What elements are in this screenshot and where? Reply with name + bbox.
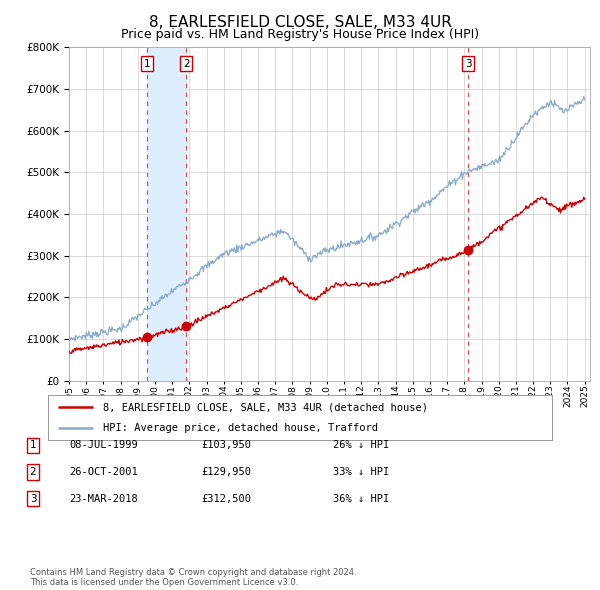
Text: 1: 1 — [143, 59, 150, 69]
Text: 23-MAR-2018: 23-MAR-2018 — [69, 494, 138, 503]
Bar — [147, 47, 186, 381]
Text: 2: 2 — [183, 59, 190, 69]
Text: 08-JUL-1999: 08-JUL-1999 — [69, 441, 138, 450]
Text: £103,950: £103,950 — [201, 441, 251, 450]
Text: 36% ↓ HPI: 36% ↓ HPI — [333, 494, 389, 503]
Text: 8, EARLESFIELD CLOSE, SALE, M33 4UR (detached house): 8, EARLESFIELD CLOSE, SALE, M33 4UR (det… — [103, 402, 428, 412]
Text: Contains HM Land Registry data © Crown copyright and database right 2024.
This d: Contains HM Land Registry data © Crown c… — [30, 568, 356, 587]
Text: 26-OCT-2001: 26-OCT-2001 — [69, 467, 138, 477]
Text: 33% ↓ HPI: 33% ↓ HPI — [333, 467, 389, 477]
Text: 1: 1 — [29, 441, 37, 450]
Text: 3: 3 — [465, 59, 472, 69]
Text: 2: 2 — [29, 467, 37, 477]
Text: 3: 3 — [29, 494, 37, 503]
Text: Price paid vs. HM Land Registry's House Price Index (HPI): Price paid vs. HM Land Registry's House … — [121, 28, 479, 41]
Text: £129,950: £129,950 — [201, 467, 251, 477]
Text: HPI: Average price, detached house, Trafford: HPI: Average price, detached house, Traf… — [103, 422, 379, 432]
Text: £312,500: £312,500 — [201, 494, 251, 503]
Text: 8, EARLESFIELD CLOSE, SALE, M33 4UR: 8, EARLESFIELD CLOSE, SALE, M33 4UR — [149, 15, 451, 30]
Text: 26% ↓ HPI: 26% ↓ HPI — [333, 441, 389, 450]
